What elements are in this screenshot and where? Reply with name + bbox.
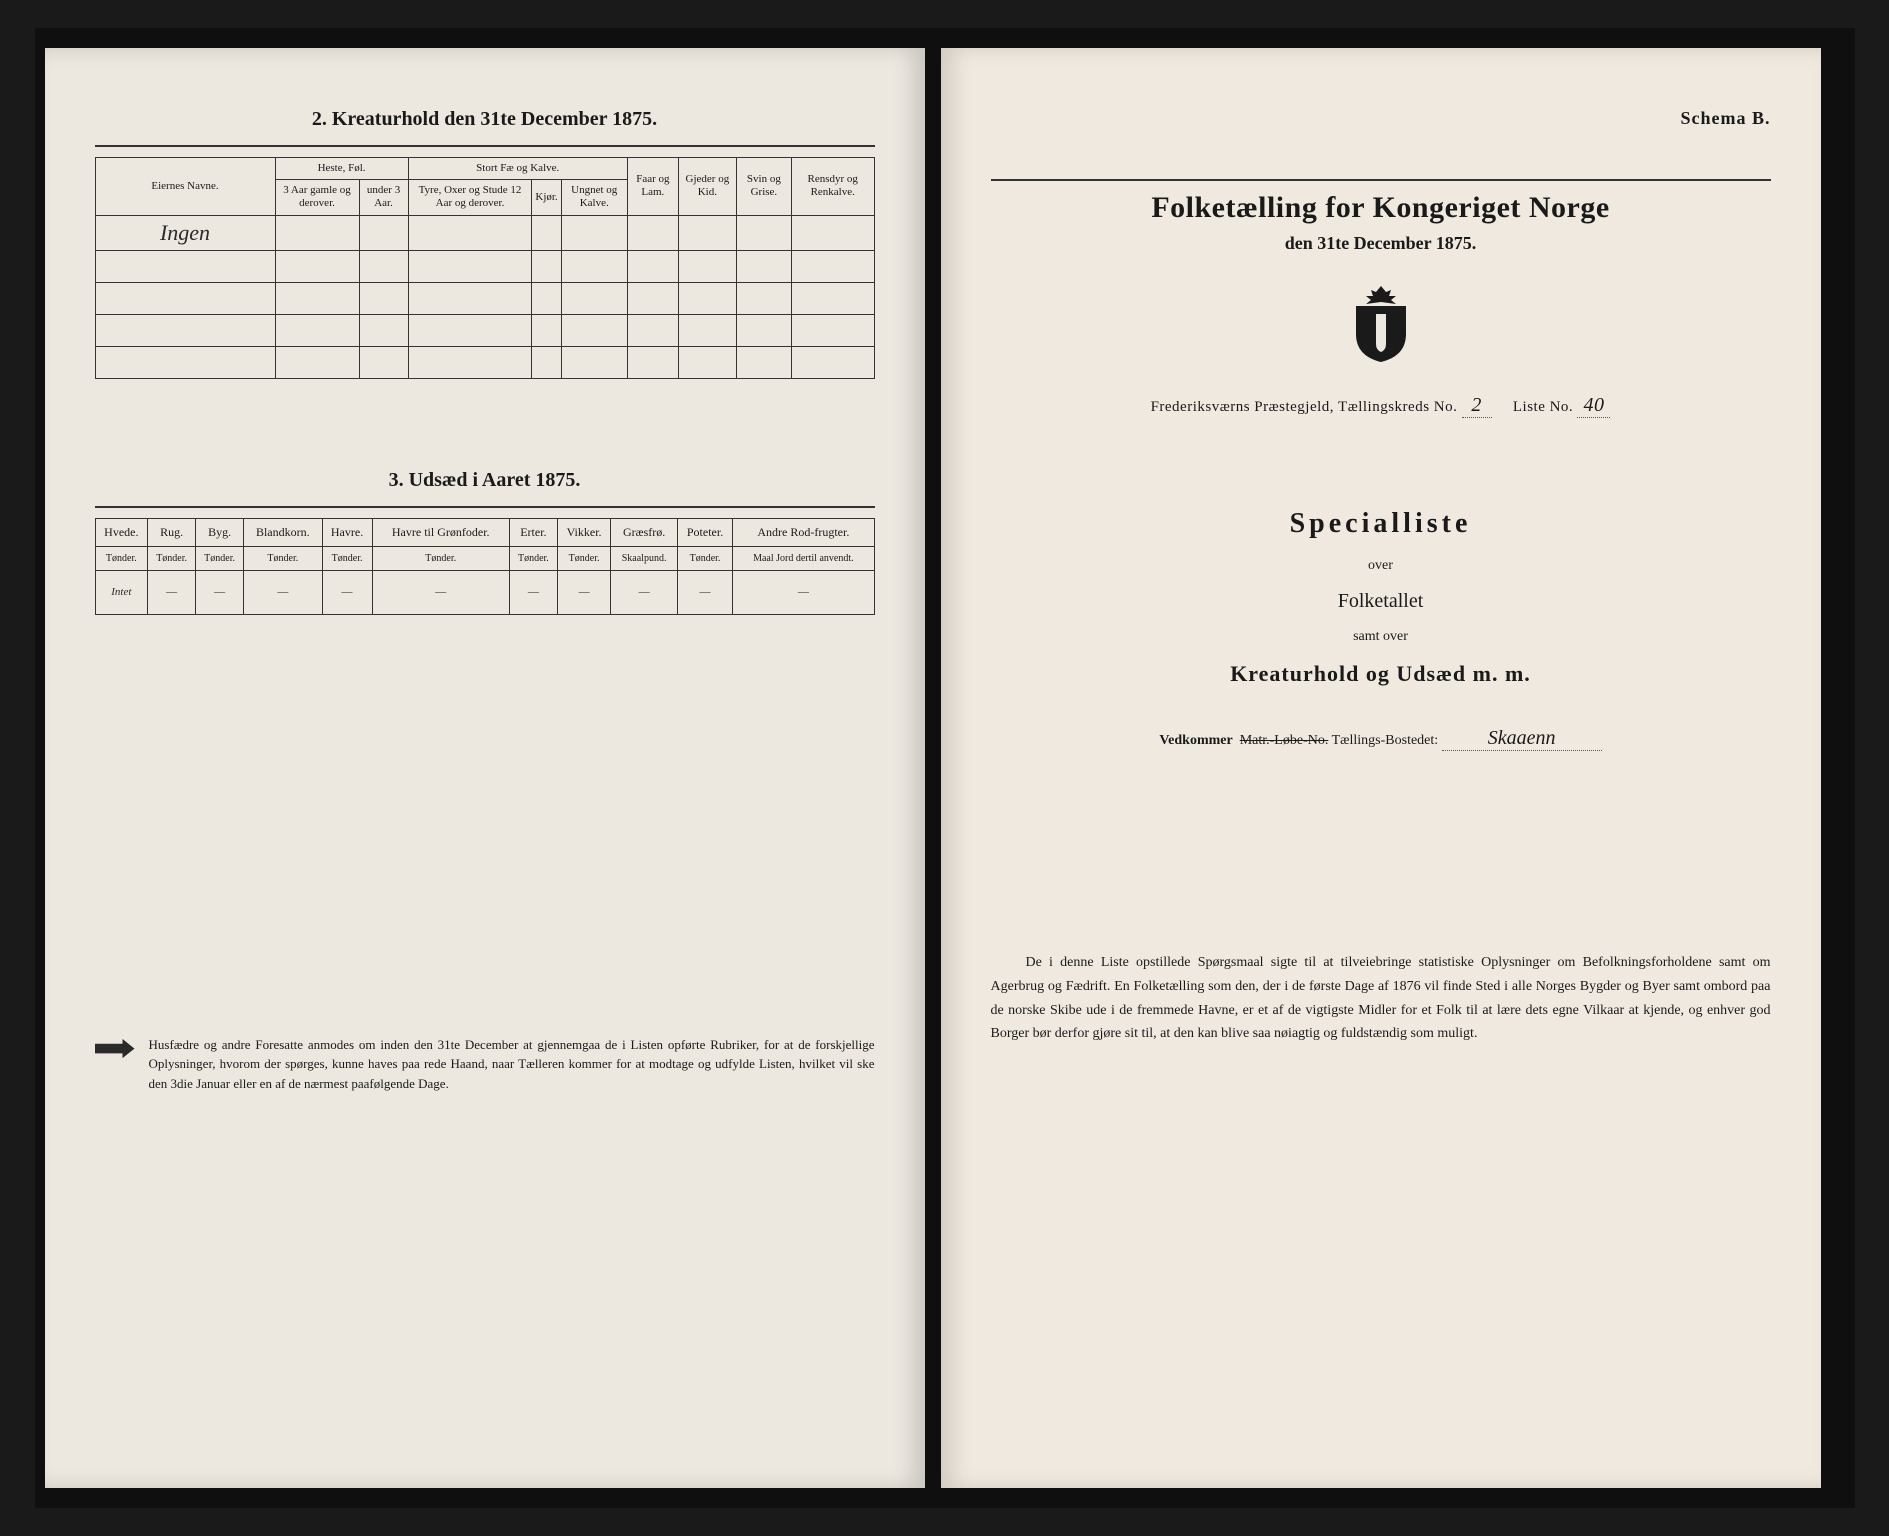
footnote: Husfædre og andre Foresatte anmodes om i…	[95, 1035, 875, 1094]
th: Tønder.	[322, 546, 372, 570]
pointing-hand-icon	[95, 1037, 135, 1061]
rule	[95, 506, 875, 508]
th-rensdyr: Rensdyr og Renkalve.	[791, 158, 874, 216]
th: Tønder.	[95, 546, 148, 570]
th: Tønder.	[677, 546, 732, 570]
section3-title: 3. Udsæd i Aaret 1875.	[95, 469, 875, 492]
cell: —	[244, 570, 323, 614]
th: Blandkorn.	[244, 518, 323, 546]
vedkom-label: Vedkommer	[1159, 733, 1232, 748]
bottom-paragraph: De i denne Liste opstillede Spørgsmaal s…	[991, 951, 1771, 1046]
th: Byg.	[196, 518, 244, 546]
district-no: 2	[1462, 394, 1492, 418]
th: Rug.	[148, 518, 196, 546]
cell: —	[677, 570, 732, 614]
table-row	[95, 250, 874, 282]
liste-label: Liste No.	[1513, 399, 1573, 415]
table-row	[95, 314, 874, 346]
left-page: 2. Kreaturhold den 31te December 1875. E…	[45, 48, 925, 1488]
th: Skaalpund.	[611, 546, 678, 570]
owner-cell: Ingen	[95, 215, 275, 250]
matr-strike: Matr.-Løbe-No.	[1240, 733, 1329, 748]
cell: Intet	[95, 570, 148, 614]
udsaed-table: Hvede. Rug. Byg. Blandkorn. Havre. Havre…	[95, 518, 875, 615]
date-line: den 31te December 1875.	[991, 233, 1771, 254]
th-eier: Eiernes Navne.	[95, 158, 275, 216]
th: Tønder.	[196, 546, 244, 570]
right-page: Schema B. Folketælling for Kongeriget No…	[941, 48, 1821, 1488]
th: Tønder.	[148, 546, 196, 570]
th-heste-a: 3 Aar gamle og derover.	[275, 180, 359, 215]
specialliste-title: Specialliste	[991, 508, 1771, 540]
th-fae-b: Kjør.	[532, 180, 561, 215]
th: Havre.	[322, 518, 372, 546]
district-prefix: Frederiksværns Præstegjeld, Tællingskred…	[1151, 399, 1458, 415]
th: Poteter.	[677, 518, 732, 546]
th: Maal Jord dertil anvendt.	[733, 546, 874, 570]
cell: —	[148, 570, 196, 614]
th: Tønder.	[557, 546, 610, 570]
cell: —	[196, 570, 244, 614]
liste-no: 40	[1577, 394, 1610, 418]
th-heste-group: Heste, Føl.	[275, 158, 408, 180]
udsaed-unit-row: Tønder. Tønder. Tønder. Tønder. Tønder. …	[95, 546, 874, 570]
udsaed-data-row: Intet — — — — — — — — — —	[95, 570, 874, 614]
th-svin: Svin og Grise.	[736, 158, 791, 216]
udsaed-section: 3. Udsæd i Aaret 1875. Hvede. Rug. Byg. …	[95, 469, 875, 615]
over-label: over	[991, 558, 1771, 574]
th: Græsfrø.	[611, 518, 678, 546]
kreatur-table: Eiernes Navne. Heste, Føl. Stort Fæ og K…	[95, 157, 875, 379]
rule	[991, 179, 1771, 181]
main-title: Folketælling for Kongeriget Norge	[991, 191, 1771, 225]
th: Tønder.	[509, 546, 557, 570]
th: Tønder.	[372, 546, 509, 570]
kreatur-label: Kreaturhold og Udsæd m. m.	[991, 661, 1771, 687]
cell: —	[733, 570, 874, 614]
folketal-label: Folketallet	[991, 590, 1771, 613]
cell: —	[322, 570, 372, 614]
schema-label: Schema B.	[991, 108, 1771, 129]
cell: —	[611, 570, 678, 614]
district-line: Frederiksværns Præstegjeld, Tællingskred…	[991, 394, 1771, 418]
table-row	[95, 346, 874, 378]
th: Havre til Grønfoder.	[372, 518, 509, 546]
th-fae-c: Ungnet og Kalve.	[561, 180, 627, 215]
table-row: Ingen	[95, 215, 874, 250]
book-spread: 2. Kreaturhold den 31te December 1875. E…	[35, 28, 1855, 1508]
cell: —	[557, 570, 610, 614]
th: Erter.	[509, 518, 557, 546]
th-faar: Faar og Lam.	[627, 158, 678, 216]
th: Vikker.	[557, 518, 610, 546]
th: Tønder.	[244, 546, 323, 570]
cell: —	[509, 570, 557, 614]
footnote-text: Husfædre og andre Foresatte anmodes om i…	[149, 1035, 875, 1094]
samt-label: samt over	[991, 629, 1771, 645]
tolv-label: Tællings-Bostedet:	[1332, 733, 1439, 748]
table-row	[95, 282, 874, 314]
coat-of-arms-icon	[1346, 284, 1416, 364]
rule	[95, 145, 875, 147]
th-fae-group: Stort Fæ og Kalve.	[408, 158, 627, 180]
vedkom-line: Vedkommer Matr.-Løbe-No. Tællings-Bosted…	[991, 727, 1771, 751]
th: Hvede.	[95, 518, 148, 546]
th-gjeder: Gjeder og Kid.	[678, 158, 736, 216]
section2-title: 2. Kreaturhold den 31te December 1875.	[95, 108, 875, 131]
th-heste-b: under 3 Aar.	[359, 180, 408, 215]
cell: —	[372, 570, 509, 614]
udsaed-header-row: Hvede. Rug. Byg. Blandkorn. Havre. Havre…	[95, 518, 874, 546]
th: Andre Rod-frugter.	[733, 518, 874, 546]
bosted-value: Skaaenn	[1442, 727, 1602, 751]
th-fae-a: Tyre, Oxer og Stude 12 Aar og derover.	[408, 180, 532, 215]
